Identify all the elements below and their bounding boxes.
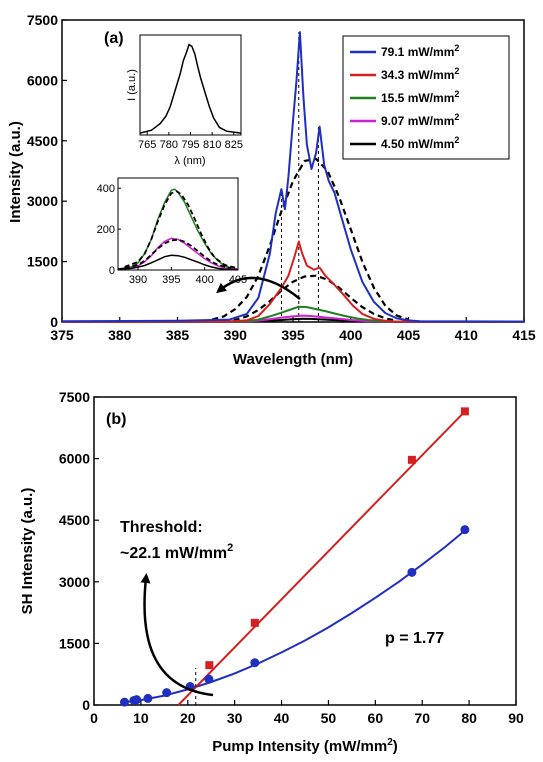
inset-top-frame bbox=[139, 34, 242, 136]
panel-b-x-ticks: 0 10 20 30 40 50 60 70 80 90 bbox=[90, 700, 524, 726]
inset-top: 765 780 795 810 825 λ (nm) I (a.u.) bbox=[126, 34, 243, 167]
panel-b: 0 10 20 30 40 50 60 70 80 90 0 1500 3000 4500 6000 750… bbox=[19, 389, 524, 755]
b-data-point-circle bbox=[460, 525, 470, 535]
panel-b-x-axis-label: Pump Intensity (mW/mm2) bbox=[212, 737, 398, 755]
legend-entry: 34.3 mW/mm2 bbox=[381, 66, 459, 82]
inset-top-tick-label: 795 bbox=[181, 139, 199, 151]
a-spectrum-line bbox=[61, 31, 525, 323]
legend-entry: 9.07 mW/mm2 bbox=[381, 112, 459, 128]
b-y-tick-label: 7500 bbox=[59, 389, 90, 405]
a-x-tick-label: 405 bbox=[397, 327, 421, 343]
inset-top-x-ticks: 765 780 795 810 825 bbox=[138, 132, 243, 151]
inset-bottom-y-tick-label: 400 bbox=[97, 183, 115, 195]
panel-a-x-axis-label: Wavelength (nm) bbox=[233, 351, 353, 368]
legend-entry: 79.1 mW/mm2 bbox=[381, 43, 459, 59]
inset-bottom-y-ticks: 0 200 400 bbox=[97, 183, 121, 277]
inset-top-curve bbox=[139, 43, 242, 134]
a-x-tick-label: 390 bbox=[224, 327, 248, 343]
linear-fit-line bbox=[177, 410, 466, 706]
inset-bottom-x-tick-label: 395 bbox=[162, 274, 180, 286]
inset-top-tick-label: 825 bbox=[225, 139, 243, 151]
inset-bottom-fit-curve bbox=[124, 190, 239, 270]
b-x-tick-label: 80 bbox=[461, 710, 477, 726]
b-x-tick-label: 0 bbox=[90, 710, 98, 726]
b-y-tick-label: 4500 bbox=[59, 512, 90, 528]
exponent-annotation: p = 1.77 bbox=[385, 630, 444, 647]
a-spectrum-line bbox=[62, 305, 525, 323]
b-data-point-circle bbox=[250, 658, 260, 668]
inset-bottom-x-tick-label: 400 bbox=[195, 274, 213, 286]
b-data-point-circle bbox=[162, 688, 172, 698]
a-x-tick-label: 380 bbox=[108, 327, 132, 343]
b-x-tick-label: 30 bbox=[227, 710, 243, 726]
a-x-tick-label: 395 bbox=[281, 327, 305, 343]
threshold-arrow bbox=[140, 573, 214, 697]
b-x-tick-label: 90 bbox=[508, 710, 524, 726]
panel-a-legend: 79.1 mW/mm2 34.3 mW/mm2 15.5 mW/mm2 9.07 mW… bbox=[342, 35, 510, 160]
b-data-point-circle bbox=[143, 693, 153, 703]
b-data-point-circle bbox=[132, 695, 142, 705]
panel-b-y-ticks: 0 1500 3000 4500 6000 7500 bbox=[59, 389, 99, 713]
b-x-tick-label: 60 bbox=[368, 710, 384, 726]
panel-b-data-points bbox=[119, 407, 470, 707]
a-x-tick-label: 385 bbox=[166, 327, 190, 343]
panel-a-y-ticks: 0 1500 3000 4500 6000 7500 bbox=[27, 12, 67, 330]
inset-top-y-axis-label: I (a.u.) bbox=[126, 69, 138, 101]
panel-b-y-axis-label: SH Intensity (a.u.) bbox=[19, 488, 36, 615]
b-data-point-circle bbox=[119, 697, 129, 707]
a-x-tick-label: 415 bbox=[512, 327, 536, 343]
a-y-tick-label: 7500 bbox=[27, 12, 58, 28]
inset-bottom-spectrum-line bbox=[117, 254, 239, 271]
inset-bottom-y-tick-label: 200 bbox=[97, 224, 115, 236]
a-y-tick-label: 1500 bbox=[27, 254, 58, 270]
panel-a-series bbox=[61, 31, 525, 323]
inset-top-tick-label: 765 bbox=[138, 139, 156, 151]
inset-bottom-x-tick-label: 390 bbox=[129, 274, 147, 286]
b-x-tick-label: 70 bbox=[414, 710, 430, 726]
a-fit-curve bbox=[211, 157, 409, 321]
b-data-point-circle bbox=[407, 567, 417, 577]
a-y-tick-label: 4500 bbox=[27, 133, 58, 149]
fundamental-spectrum-line bbox=[139, 43, 242, 134]
legend-entry: 15.5 mW/mm2 bbox=[381, 89, 459, 105]
b-y-tick-label: 6000 bbox=[59, 451, 90, 467]
b-data-point-square bbox=[205, 661, 214, 670]
inset-top-tick-label: 810 bbox=[203, 139, 221, 151]
a-x-tick-label: 375 bbox=[50, 327, 74, 343]
panel-a-zoom-arrow bbox=[216, 276, 301, 300]
inset-bottom-series bbox=[117, 188, 239, 271]
a-x-tick-label: 410 bbox=[455, 327, 479, 343]
a-y-tick-label: 6000 bbox=[27, 72, 58, 88]
a-x-tick-label: 400 bbox=[339, 327, 363, 343]
legend-entry: 4.50 mW/mm2 bbox=[381, 135, 459, 151]
b-data-point-circle bbox=[204, 674, 214, 684]
panel-a-y-axis-label: Intensity (a.u.) bbox=[7, 121, 24, 223]
a-y-tick-label: 0 bbox=[50, 314, 58, 330]
a-y-tick-label: 3000 bbox=[27, 193, 58, 209]
b-data-point-square bbox=[407, 455, 416, 464]
b-y-tick-label: 3000 bbox=[59, 574, 90, 590]
b-x-tick-label: 20 bbox=[180, 710, 196, 726]
panel-b-frame bbox=[93, 396, 517, 706]
b-x-tick-label: 10 bbox=[133, 710, 149, 726]
panel-a-label: (a) bbox=[104, 30, 124, 47]
inset-top-x-axis-label: λ (nm) bbox=[174, 155, 205, 167]
a-fit-curve bbox=[223, 274, 398, 323]
b-y-tick-label: 1500 bbox=[59, 635, 90, 651]
b-data-point-square bbox=[250, 618, 259, 627]
b-y-tick-label: 0 bbox=[82, 697, 90, 713]
threshold-annotation-line1: Threshold: bbox=[120, 519, 203, 536]
inset-top-tick-label: 780 bbox=[160, 139, 178, 151]
b-x-tick-label: 50 bbox=[321, 710, 337, 726]
b-x-tick-label: 40 bbox=[274, 710, 290, 726]
a-spectrum-line bbox=[61, 240, 525, 323]
inset-bottom-y-tick-label: 0 bbox=[109, 265, 115, 277]
b-data-point-square bbox=[460, 407, 469, 416]
panel-b-label: (b) bbox=[106, 411, 126, 428]
threshold-annotation-line2: ~22.1 mW/mm2 bbox=[120, 542, 233, 562]
inset-bottom-fit-curve bbox=[124, 238, 232, 270]
panel-a: 375 380 385 390 395 400 405 410 415 0 1500 3000 450… bbox=[7, 12, 536, 368]
